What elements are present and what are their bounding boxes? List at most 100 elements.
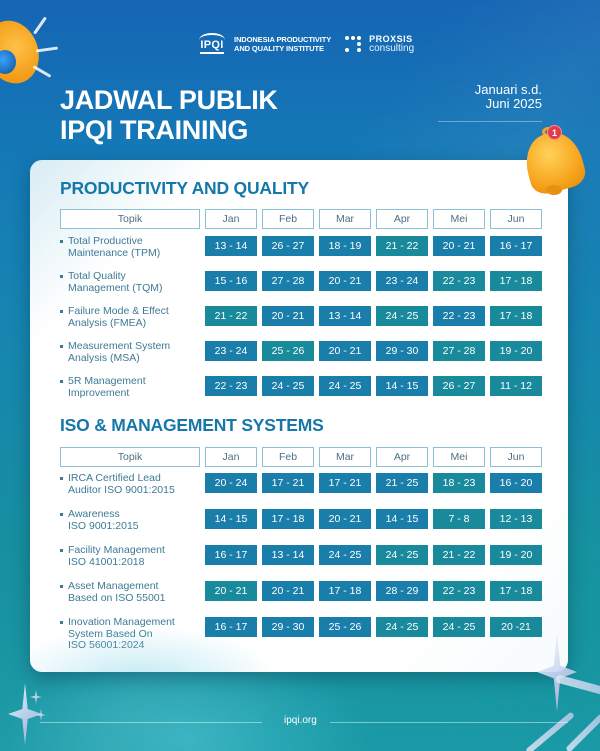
topic-line: Improvement [68,386,130,399]
website-link[interactable]: ipqi.org [284,715,317,726]
page-title: JADWAL PUBLIK IPQI TRAINING [60,85,278,145]
date-cell: 23 - 24 [376,271,428,291]
megaphone-icon [0,10,59,91]
topic-line: Analysis (FMEA) [68,316,147,329]
title-line2: IPQI TRAINING [60,115,249,145]
header-logos: IPQI INDONESIA PRODUCTIVITY AND QUALITY … [198,33,414,54]
productivity-schedule-table: Topik Jan Feb Mar Apr Mei Jun Total Prod… [60,209,547,399]
date-cell: 20 -21 [490,617,542,637]
period-line2: Juni 2025 [485,96,542,111]
header-month: Mei [433,447,485,467]
date-cell: 21 - 22 [376,236,428,256]
date-cell: 16 - 17 [205,545,257,565]
date-cell: 17 - 21 [262,473,314,493]
date-cell: 15 - 16 [205,271,257,291]
topic-line: ISO 56001:2024 [68,639,145,651]
schedule-period: Januari s.d. Juni 2025 [475,83,542,111]
table-row: Measurement System Analysis (MSA) 23 - 2… [60,340,547,364]
topic-line: System Based On [68,627,153,640]
date-cell: 22 - 23 [433,306,485,326]
date-cell: 19 - 20 [490,341,542,361]
date-cell: 11 - 12 [490,376,542,396]
date-cell: 22 - 23 [205,376,257,396]
date-cell: 20 - 21 [319,271,371,291]
topic-line: Asset Management [68,580,159,592]
section-title-iso: ISO & MANAGEMENT SYSTEMS [60,415,324,435]
date-cell: 29 - 30 [376,341,428,361]
date-cell: 16 - 20 [490,473,542,493]
topic-label: Measurement System Analysis (MSA) [60,340,205,364]
date-cell: 20 - 21 [262,306,314,326]
table-row: Failure Mode & Effect Analysis (FMEA) 21… [60,305,547,329]
topic-line: Failure Mode & Effect [68,305,169,317]
date-cell: 22 - 23 [433,271,485,291]
topic-label: Total Productive Maintenance (TPM) [60,235,205,259]
topic-line: Total Productive [68,235,143,247]
topic-line: 5R Management [68,375,146,387]
date-cell: 22 - 23 [433,581,485,601]
topic-label: Inovation Management System Based On ISO… [60,616,205,652]
date-cell: 19 - 20 [490,545,542,565]
ipqi-logo-text: IPQI [200,40,224,54]
date-cell: 14 - 15 [205,509,257,529]
topic-line: Total Quality [68,270,126,282]
date-cell: 21 - 22 [433,545,485,565]
date-cell: 13 - 14 [205,236,257,256]
date-cell: 24 - 25 [376,617,428,637]
topic-label: Total Quality Management (TQM) [60,270,205,294]
date-cell: 16 - 17 [205,617,257,637]
date-cell: 14 - 15 [376,509,428,529]
date-cell: 17 - 18 [262,509,314,529]
proxsis-dots-icon [345,35,362,52]
date-cell: 25 - 26 [262,341,314,361]
topic-label: Awareness ISO 9001:2015 [60,508,205,532]
date-cell: 20 - 21 [433,236,485,256]
date-cell: 14 - 15 [376,376,428,396]
bell-icon: 1 [519,125,592,205]
header-month: Mar [319,447,371,467]
date-cell: 20 - 21 [205,581,257,601]
header-month: Apr [376,209,428,229]
date-cell: 7 - 8 [433,509,485,529]
table-row: Facility Management ISO 41001:2018 16 - … [60,544,547,568]
date-cell: 26 - 27 [433,376,485,396]
date-cell: 17 - 18 [319,581,371,601]
table-row: Asset Management Based on ISO 55001 20 -… [60,580,547,604]
date-cell: 24 - 25 [376,306,428,326]
title-line1: JADWAL PUBLIK [60,85,278,115]
date-cell: 24 - 25 [262,376,314,396]
header-month: Apr [376,447,428,467]
date-cell: 16 - 17 [490,236,542,256]
iso-schedule-table: Topik Jan Feb Mar Apr Mei Jun IRCA Certi… [60,447,547,652]
header-month: Jun [490,447,542,467]
topic-line: Based on ISO 55001 [68,591,166,604]
notification-badge: 1 [547,125,562,140]
date-cell: 26 - 27 [262,236,314,256]
header-month: Jun [490,209,542,229]
date-cell: 24 - 25 [376,545,428,565]
topic-line: ISO 41001:2018 [68,555,145,568]
date-cell: 18 - 23 [433,473,485,493]
date-cell: 21 - 25 [376,473,428,493]
ipqi-logo: IPQI [198,33,226,54]
header-month: Jan [205,447,257,467]
date-cell: 17 - 21 [319,473,371,493]
schedule-card: PRODUCTIVITY AND QUALITY Topik Jan Feb M… [30,160,568,672]
ipqi-name-line1: INDONESIA PRODUCTIVITY [234,34,332,44]
proxsis-name: PROXSIS [369,33,413,44]
topic-line: IRCA Certified Lead [68,472,161,484]
topic-line: Measurement System [68,340,171,352]
ipqi-institute-name: INDONESIA PRODUCTIVITY AND QUALITY INSTI… [234,35,331,53]
ipqi-name-line2: AND QUALITY INSTITUTE [234,43,324,53]
topic-label: IRCA Certified Lead Auditor ISO 9001:201… [60,472,205,496]
topic-label: Facility Management ISO 41001:2018 [60,544,205,568]
table-header-row: Topik Jan Feb Mar Apr Mei Jun [60,447,547,467]
topic-line: Awareness [68,508,120,520]
date-cell: 23 - 24 [205,341,257,361]
table-header-row: Topik Jan Feb Mar Apr Mei Jun [60,209,547,229]
date-cell: 20 - 21 [319,509,371,529]
date-cell: 28 - 29 [376,581,428,601]
date-cell: 21 - 22 [205,306,257,326]
header-topik: Topik [60,209,200,229]
topic-line: ISO 9001:2015 [68,519,139,532]
